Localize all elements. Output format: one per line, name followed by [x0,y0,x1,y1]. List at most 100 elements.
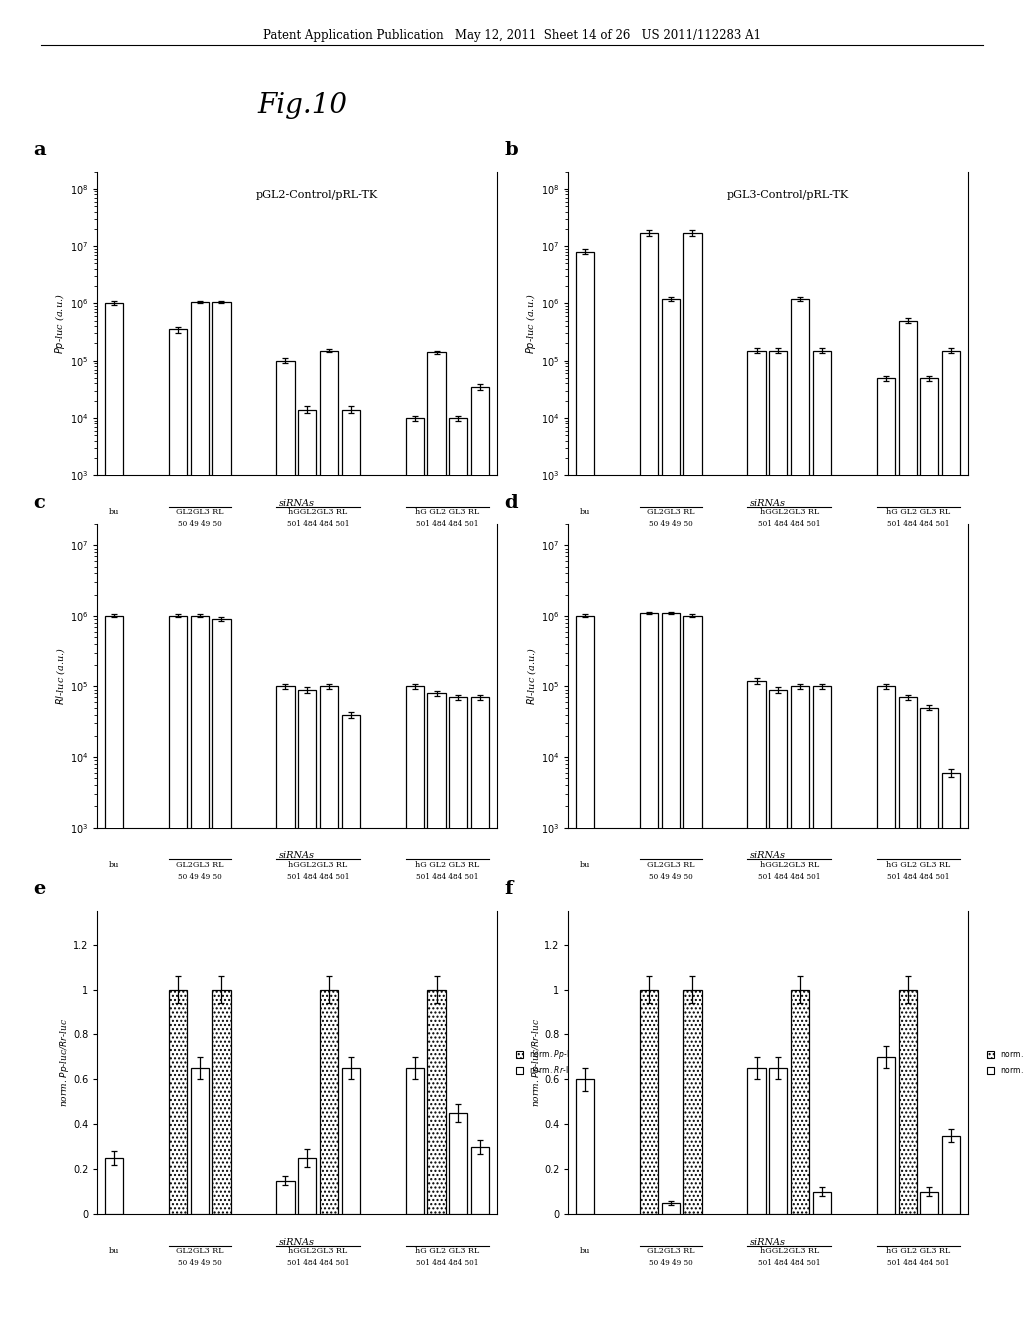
Bar [212,990,230,1214]
Text: 501 484 484 501: 501 484 484 501 [887,520,949,528]
Text: a: a [34,141,46,160]
Bar [898,990,916,1214]
Text: 501 484 484 501: 501 484 484 501 [887,873,949,880]
Bar [813,351,830,1320]
Text: Patent Application Publication   May 12, 2011  Sheet 14 of 26   US 2011/112283 A: Patent Application Publication May 12, 2… [263,29,761,42]
Bar [319,686,338,1320]
Text: 501 484 484 501: 501 484 484 501 [287,873,349,880]
Text: e: e [34,880,46,899]
Bar [791,298,809,1320]
Text: bu: bu [109,861,119,869]
Text: 501 484 484 501: 501 484 484 501 [416,873,478,880]
Bar [104,1158,123,1214]
Text: hG GL2 GL3 RL: hG GL2 GL3 RL [416,861,479,869]
Bar [190,1068,209,1214]
Bar [769,689,787,1320]
Bar [406,686,424,1320]
Bar [813,686,830,1320]
Text: GL2GL3 RL: GL2GL3 RL [176,861,223,869]
Text: hG GL2 GL3 RL: hG GL2 GL3 RL [416,1247,479,1255]
Text: 501 484 484 501: 501 484 484 501 [287,1259,349,1267]
Bar [921,378,938,1320]
Bar [662,1203,680,1214]
Bar [298,689,316,1320]
Bar [575,616,594,1320]
Y-axis label: $Rl$-luc (a.u.): $Rl$-luc (a.u.) [525,647,538,705]
Text: siRNAs: siRNAs [279,1238,315,1247]
Text: 501 484 484 501: 501 484 484 501 [287,520,349,528]
Bar [342,409,359,1320]
Text: hGGL2GL3 RL: hGGL2GL3 RL [289,861,348,869]
Bar [640,990,658,1214]
Bar [791,686,809,1320]
Text: hGGL2GL3 RL: hGGL2GL3 RL [760,508,819,516]
Bar [427,693,445,1320]
Bar [662,298,680,1320]
Bar [683,232,701,1320]
Text: 501 484 484 501: 501 484 484 501 [416,1259,478,1267]
Bar [575,1080,594,1214]
Text: pGL3-Control/pRL-TK: pGL3-Control/pRL-TK [727,190,849,199]
Bar [406,418,424,1320]
Bar [748,351,766,1320]
Text: siRNAs: siRNAs [750,1238,786,1247]
Text: siRNAs: siRNAs [750,851,786,861]
Text: GL2GL3 RL: GL2GL3 RL [647,508,694,516]
Text: c: c [34,494,45,512]
Y-axis label: norm. $Pp$-luc/$Rr$-luc: norm. $Pp$-luc/$Rr$-luc [58,1018,72,1107]
Text: d: d [505,494,518,512]
Text: 501 484 484 501: 501 484 484 501 [758,1259,820,1267]
Text: GL2GL3 RL: GL2GL3 RL [176,508,223,516]
Bar [342,714,359,1320]
Text: Fig.10: Fig.10 [257,92,347,119]
Bar [942,772,961,1320]
Bar [298,1158,316,1214]
Text: 50 49 49 50: 50 49 49 50 [649,1259,692,1267]
Bar [748,681,766,1320]
Y-axis label: $Rl$-luc (a.u.): $Rl$-luc (a.u.) [54,647,67,705]
Text: 501 484 484 501: 501 484 484 501 [887,1259,949,1267]
Bar [427,990,445,1214]
Bar [276,686,295,1320]
Bar [877,1057,895,1214]
Text: bu: bu [109,1247,119,1255]
Bar [683,616,701,1320]
Text: b: b [505,141,518,160]
Text: hG GL2 GL3 RL: hG GL2 GL3 RL [887,508,950,516]
Bar [212,302,230,1320]
Bar [427,352,445,1320]
Text: siRNAs: siRNAs [750,499,786,508]
Text: 501 484 484 501: 501 484 484 501 [416,520,478,528]
Bar [319,990,338,1214]
Text: hGGL2GL3 RL: hGGL2GL3 RL [760,1247,819,1255]
Bar [662,612,680,1320]
Bar [898,321,916,1320]
Y-axis label: norm. $Pp$-luc/$Rr$-luc: norm. $Pp$-luc/$Rr$-luc [529,1018,543,1107]
Bar [640,612,658,1320]
Bar [298,409,316,1320]
Bar [450,1113,467,1214]
Bar [212,619,230,1320]
Bar [769,1068,787,1214]
Text: siRNAs: siRNAs [279,851,315,861]
Bar [791,990,809,1214]
Text: 50 49 49 50: 50 49 49 50 [178,520,221,528]
Bar [683,990,701,1214]
Bar [748,1068,766,1214]
Bar [769,351,787,1320]
Bar [406,1068,424,1214]
Text: 501 484 484 501: 501 484 484 501 [758,873,820,880]
Bar [319,351,338,1320]
Text: GL2GL3 RL: GL2GL3 RL [176,1247,223,1255]
Text: hGGL2GL3 RL: hGGL2GL3 RL [289,508,348,516]
Text: bu: bu [580,861,590,869]
Bar [276,360,295,1320]
Text: 50 49 49 50: 50 49 49 50 [178,873,221,880]
Text: f: f [505,880,513,899]
Bar [104,616,123,1320]
Text: 50 49 49 50: 50 49 49 50 [178,1259,221,1267]
Text: pGL2-Control/pRL-TK: pGL2-Control/pRL-TK [256,190,378,199]
Bar [942,1135,961,1214]
Bar [877,686,895,1320]
Bar [471,1147,489,1214]
